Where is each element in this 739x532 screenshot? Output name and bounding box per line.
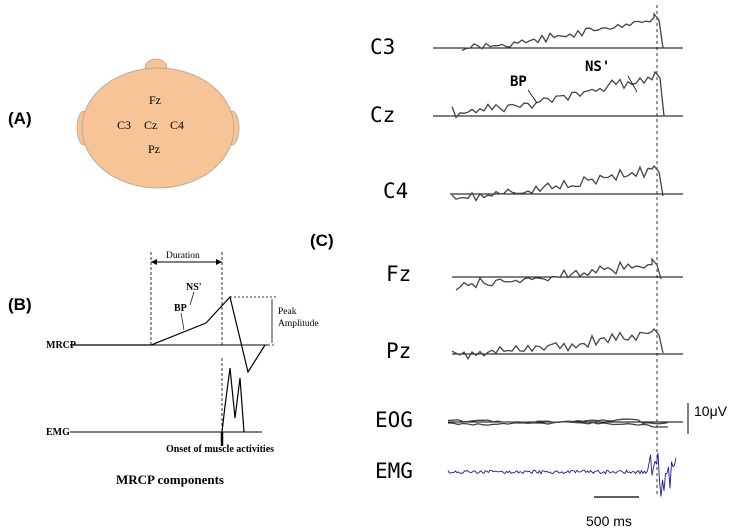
peak-label-line1: Peak: [278, 307, 297, 317]
ns-label: NS': [186, 282, 202, 293]
duration-label: Duration: [166, 251, 200, 261]
channel-label-c3: C3: [370, 35, 395, 59]
bp-annotation-pointer: [527, 89, 538, 104]
electrode-c4: C4: [170, 118, 184, 132]
electrode-c3: C3: [117, 118, 131, 132]
electrode-pz: Pz: [148, 142, 160, 156]
channel-label-c4: C4: [383, 179, 408, 203]
trace-panel: C3 Cz BP NS' C4 Fz Pz EOG 10μV EMG 500 m…: [370, 5, 728, 529]
trace-cz: [451, 70, 665, 119]
panel-label-c: (C): [310, 231, 334, 250]
trace-fz: [455, 257, 662, 291]
voltage-scale-label: 10μV: [694, 403, 728, 419]
trace-emg: [447, 452, 677, 497]
head-diagram: Fz C3 Cz C4 Pz: [76, 58, 240, 189]
trace-c3: [461, 12, 664, 52]
panel-label-a: (A): [8, 109, 32, 128]
bp-annotation: BP: [510, 74, 527, 90]
emg-row-label: EMG: [46, 427, 70, 438]
trace-eog-overlay: [447, 420, 669, 428]
ns-annotation: NS': [585, 59, 610, 75]
channel-label-cz: Cz: [370, 103, 395, 127]
duration-arrowhead-left: [151, 259, 157, 265]
schematic-caption: MRCP components: [116, 472, 224, 487]
head-outline: [81, 67, 235, 189]
mrcp-schematic: Duration MRCP NS' BP Peak Amplitude EMG …: [46, 251, 319, 487]
ns-annotation-pointer: [627, 75, 638, 93]
trace-pz: [451, 327, 664, 360]
trace-c4: [451, 164, 664, 202]
mrcp-row-label: MRCP: [46, 340, 76, 351]
bp-label: BP: [174, 303, 187, 314]
duration-arrowhead-right: [216, 259, 222, 265]
ns-pointer: [189, 291, 195, 306]
time-scale-label: 500 ms: [586, 513, 632, 529]
channel-label-pz: Pz: [386, 339, 411, 363]
bp-pointer: [180, 312, 185, 331]
channel-label-eog: EOG: [375, 408, 413, 432]
channel-label-emg: EMG: [375, 459, 413, 483]
channel-label-fz: Fz: [386, 262, 411, 286]
mrcp-waveform: [70, 295, 266, 374]
panel-label-b: (B): [8, 295, 32, 314]
peak-label-line2: Amplitude: [278, 319, 319, 329]
electrode-cz: Cz: [144, 118, 157, 132]
onset-label: Onset of muscle activities: [166, 444, 274, 455]
electrode-fz: Fz: [149, 93, 161, 107]
emg-burst: [221, 367, 245, 433]
